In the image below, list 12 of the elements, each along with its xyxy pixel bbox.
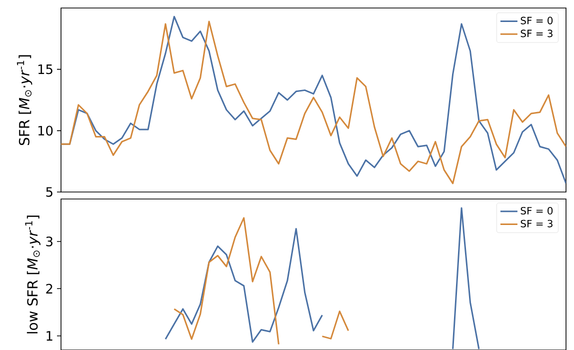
legend-label: SF = 0 [520,206,553,214]
y-tick-label: 3 [46,236,52,246]
y-tick-label: 15 [38,64,52,74]
y-tick-label: 1 [46,331,52,341]
legend-label: SF = 3 [520,30,552,38]
y-tick-label: 2 [46,284,52,294]
y-axis-title: low SFR [M$_{⊙}$·yr$^{-1}$] [25,216,40,334]
y-tick-label: 10 [38,126,53,136]
y-axis-title: SFR [M$_{⊙}$·yr$^{-1}$] [16,55,32,146]
y-tick-label: 5 [46,187,52,197]
legend-label: SF = 3 [520,220,552,228]
legend-label: SF = 0 [520,16,553,24]
